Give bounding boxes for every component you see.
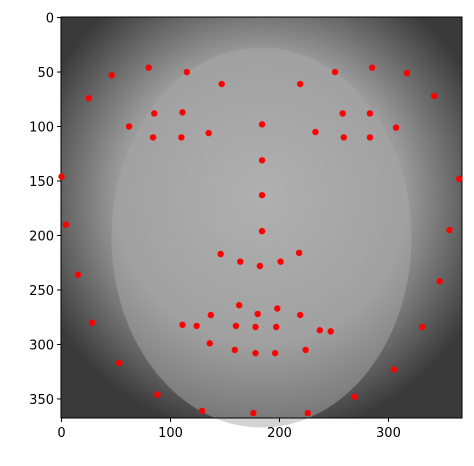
point bbox=[296, 311, 304, 319]
point bbox=[419, 323, 426, 331]
point bbox=[312, 128, 319, 136]
point bbox=[331, 68, 339, 76]
point bbox=[390, 366, 398, 373]
point bbox=[258, 191, 266, 199]
point bbox=[62, 221, 70, 228]
y-tick-label: 250 bbox=[29, 284, 54, 299]
point bbox=[456, 175, 463, 183]
point bbox=[74, 271, 82, 278]
point bbox=[366, 110, 374, 117]
point bbox=[85, 94, 92, 102]
point bbox=[327, 328, 334, 335]
point bbox=[108, 72, 115, 79]
point bbox=[179, 109, 186, 116]
point bbox=[304, 409, 312, 417]
point bbox=[250, 409, 257, 417]
point bbox=[150, 110, 158, 117]
point bbox=[295, 249, 303, 257]
point bbox=[207, 311, 215, 319]
point bbox=[271, 349, 279, 357]
point bbox=[217, 250, 224, 258]
point bbox=[296, 80, 304, 88]
point bbox=[218, 80, 225, 88]
y-tick-label: 200 bbox=[29, 229, 54, 244]
point bbox=[392, 124, 400, 131]
point bbox=[256, 262, 264, 270]
x-tick-label: 0 bbox=[57, 426, 65, 441]
y-tick-label: 0 bbox=[46, 12, 54, 27]
frame bbox=[60, 16, 463, 419]
point bbox=[273, 323, 280, 331]
point bbox=[368, 64, 376, 71]
point bbox=[258, 121, 266, 128]
point bbox=[258, 157, 266, 164]
point bbox=[193, 322, 200, 330]
point bbox=[277, 258, 284, 265]
point bbox=[316, 327, 323, 334]
point bbox=[198, 407, 206, 415]
point bbox=[252, 323, 259, 331]
point bbox=[183, 68, 191, 76]
x-tick-label: 300 bbox=[376, 426, 401, 441]
point bbox=[205, 129, 212, 137]
point bbox=[403, 69, 411, 77]
point bbox=[125, 123, 133, 130]
point bbox=[340, 134, 347, 141]
point bbox=[232, 322, 240, 330]
point bbox=[351, 393, 358, 400]
point bbox=[235, 302, 243, 309]
point bbox=[339, 110, 346, 117]
point bbox=[231, 346, 239, 354]
point bbox=[252, 349, 259, 357]
point bbox=[88, 319, 96, 326]
point bbox=[431, 92, 438, 100]
point bbox=[116, 359, 123, 367]
y-tick-label: 150 bbox=[29, 175, 54, 190]
point bbox=[145, 64, 152, 71]
point bbox=[154, 391, 161, 398]
y-tick-label: 350 bbox=[29, 393, 54, 408]
point bbox=[179, 321, 186, 329]
y-tick-label: 50 bbox=[37, 66, 54, 81]
point bbox=[302, 346, 309, 354]
point bbox=[237, 258, 244, 265]
point bbox=[58, 173, 65, 180]
point bbox=[149, 134, 157, 141]
point bbox=[436, 278, 443, 285]
point bbox=[274, 305, 281, 312]
point bbox=[206, 340, 213, 347]
y-tick-label: 100 bbox=[29, 121, 54, 136]
point bbox=[178, 134, 185, 141]
point bbox=[254, 310, 261, 318]
point bbox=[258, 227, 266, 235]
y-tick-label: 300 bbox=[29, 338, 54, 353]
point bbox=[366, 134, 374, 141]
x-tick-label: 100 bbox=[158, 426, 183, 441]
image-shade bbox=[111, 47, 412, 428]
x-tick-label: 200 bbox=[267, 426, 292, 441]
point bbox=[446, 226, 453, 234]
